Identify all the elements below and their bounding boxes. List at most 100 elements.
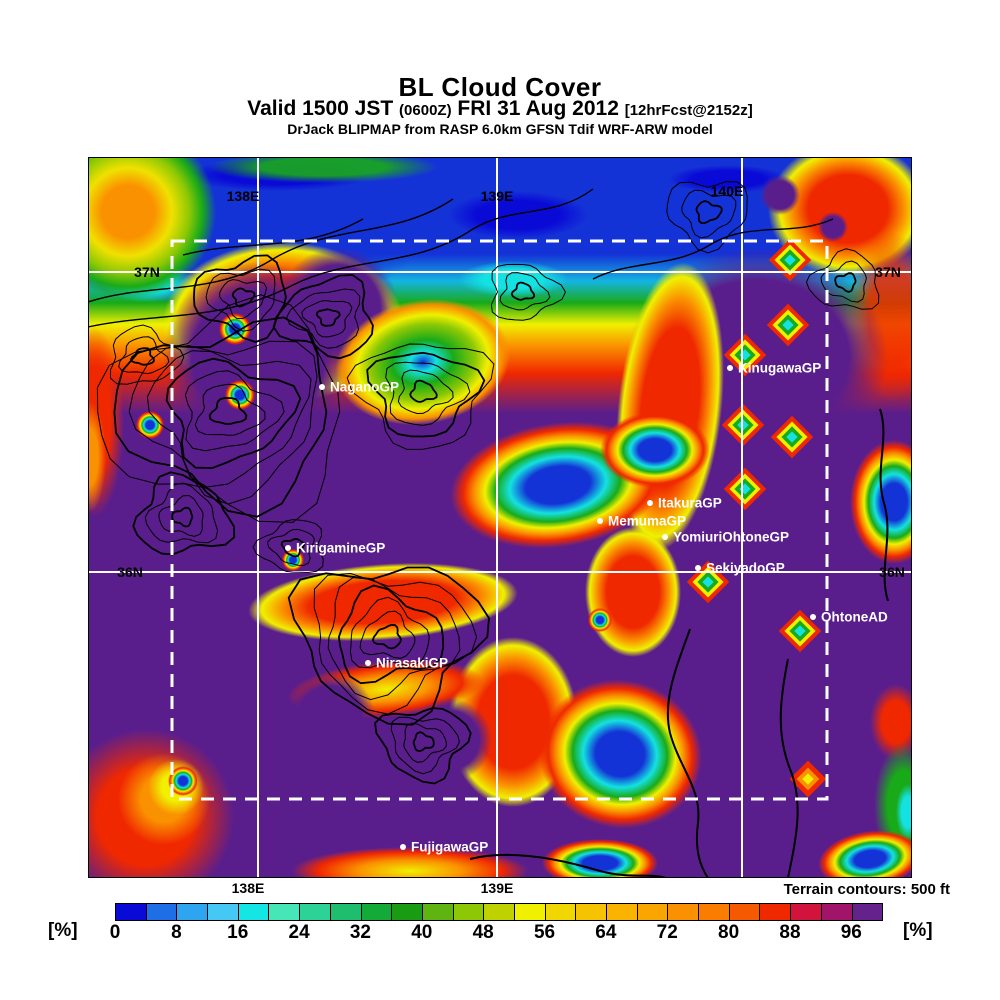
cloud-cover-field: 138E 139E 140E 37N 37N 36N 36N NaganoGP Kinugaw… (88, 157, 912, 878)
valid-zulu: (0600Z) (399, 102, 452, 119)
terrain-contour-line (409, 379, 438, 403)
valid-date: FRI 31 Aug 2012 (457, 97, 619, 120)
terrain-contour-line (205, 268, 276, 332)
colorbar-segment (821, 904, 853, 920)
terrain-contour-line (374, 707, 472, 785)
inner-domain-dashed-box (170, 239, 829, 801)
terrain-contour-line (301, 300, 353, 338)
site-marker-YomiuriOhtoneGP (662, 534, 668, 540)
terrain-contour-line (194, 383, 266, 436)
colorbar-tick-label: 48 (472, 922, 494, 943)
terrain-contour-line (129, 347, 155, 366)
terrain-contour-line (280, 537, 305, 558)
terrain-contours-note: Terrain contours: 500 ft (783, 881, 950, 898)
terrain-contour-line (313, 572, 478, 715)
colorbar-tick-label: 32 (349, 922, 372, 943)
lon-label-top: 138E (227, 188, 260, 204)
coastline (666, 628, 709, 878)
colorbar-tick-label: 80 (718, 922, 740, 943)
colorbar-tick-label: 56 (533, 922, 556, 943)
percent-unit-left: [%] (48, 920, 78, 941)
terrain-ridge-line (88, 198, 454, 303)
site-label-ItakuraGP: ItakuraGP (658, 496, 722, 511)
terrain-ridge-line (592, 218, 834, 280)
terrain-contour-line (144, 482, 219, 544)
site-marker-NaganoGP (319, 384, 325, 390)
colorbar-segment (116, 904, 147, 920)
site-label-SekiyadoGP: SekiyadoGP (706, 561, 785, 576)
terrain-contour-line (272, 274, 374, 360)
site-marker-ItakuraGP (647, 500, 653, 506)
coastline (469, 853, 667, 878)
terrain-contour-line (346, 343, 495, 450)
terrain-contour-line (266, 528, 315, 566)
terrain-contour-line (113, 316, 328, 518)
valid-time-line: Valid 1500 JST (0600Z) FRI 31 Aug 2012 [… (0, 97, 1000, 121)
site-label-YomiuriOhtoneGP: YomiuriOhtoneGP (673, 530, 789, 545)
colorbar-segment (208, 904, 239, 920)
lat-label-right: 36N (879, 564, 905, 580)
colorbar-segment (177, 904, 209, 920)
terrain-contour-line (805, 248, 880, 310)
site-label-KinugawaGP: KinugawaGP (738, 361, 821, 376)
colorbar-segment (545, 904, 577, 920)
colorbar-segment (729, 904, 761, 920)
coastline (779, 658, 799, 878)
colorbar-segment (361, 904, 393, 920)
terrain-contour-line (128, 340, 318, 505)
colorbar-tick-label: 16 (227, 922, 249, 943)
lon-label-top: 140E (711, 183, 744, 199)
site-label-FujigawaGP: FujigawaGP (411, 840, 488, 855)
colorbar (115, 903, 883, 921)
terrain-contour-line (349, 596, 430, 669)
terrain-contour-line (118, 336, 170, 375)
lat-label-left: 37N (134, 264, 160, 280)
clear-spot-icon (794, 625, 806, 637)
site-marker-NirasakiGP (365, 660, 371, 666)
terrain-contour-line (820, 260, 867, 303)
terrain-contour-line (403, 722, 447, 763)
colorbar-segment (607, 904, 638, 920)
lon-label-bottom-139E: 139E (480, 880, 514, 896)
colorbar-segment (699, 904, 730, 920)
warm-spot-icon (802, 773, 814, 785)
colorbar-segment (392, 904, 423, 920)
colorbar-segment (330, 904, 362, 920)
colorbar-segment (791, 904, 822, 920)
site-label-KirigamineGP: KirigamineGP (296, 541, 385, 556)
colorbar-segment (484, 904, 515, 920)
terrain-contour-line (490, 263, 567, 321)
terrain-ridge-line (88, 188, 594, 328)
site-label-MemumaGP: MemumaGP (608, 514, 686, 529)
clear-spot-icon (782, 319, 794, 331)
site-label-OhtoneAD: OhtoneAD (821, 610, 888, 625)
colorbar-segment (576, 904, 607, 920)
site-marker-SekiyadoGP (695, 565, 701, 571)
cloud-cover-map: 138E 139E 140E 37N 37N 36N 36N NaganoGP Kinugaw… (88, 157, 912, 878)
colorbar-segment (668, 904, 700, 920)
terrain-contour-line (390, 716, 460, 775)
terrain-contour-line (371, 623, 402, 650)
terrain-contour-line (385, 361, 471, 426)
colorbar-tick-label: 64 (595, 922, 617, 943)
colorbar-tick-label: 88 (779, 922, 801, 943)
colorbar-tick-label: 72 (656, 922, 678, 943)
terrain-contour-line (96, 294, 341, 523)
colorbar-segment (422, 904, 454, 920)
lon-label-bottom-138E: 138E (231, 880, 265, 896)
colorbar-segment (852, 904, 883, 920)
terrain-contour-line (666, 181, 748, 254)
terrain-contours (88, 181, 889, 878)
terrain-ridge-line (182, 218, 364, 256)
terrain-contour-line (171, 506, 194, 528)
colorbar-tick-label: 8 (171, 922, 182, 943)
terrain-contour-line (834, 272, 857, 293)
clear-spot-icon (702, 576, 714, 588)
latlon-grid: 138E 139E 140E 37N 37N 36N 36N (88, 157, 912, 878)
terrain-contour-line (681, 189, 737, 239)
terrain-contour-line (110, 324, 185, 385)
terrain-contour-line (132, 471, 236, 556)
site-markers: NaganoGP KinugawaGP ItakuraGP MemumaGPYomiu… (285, 361, 888, 855)
terrain-contour-line (337, 584, 445, 685)
site-marker-OhtoneAD (810, 614, 816, 620)
